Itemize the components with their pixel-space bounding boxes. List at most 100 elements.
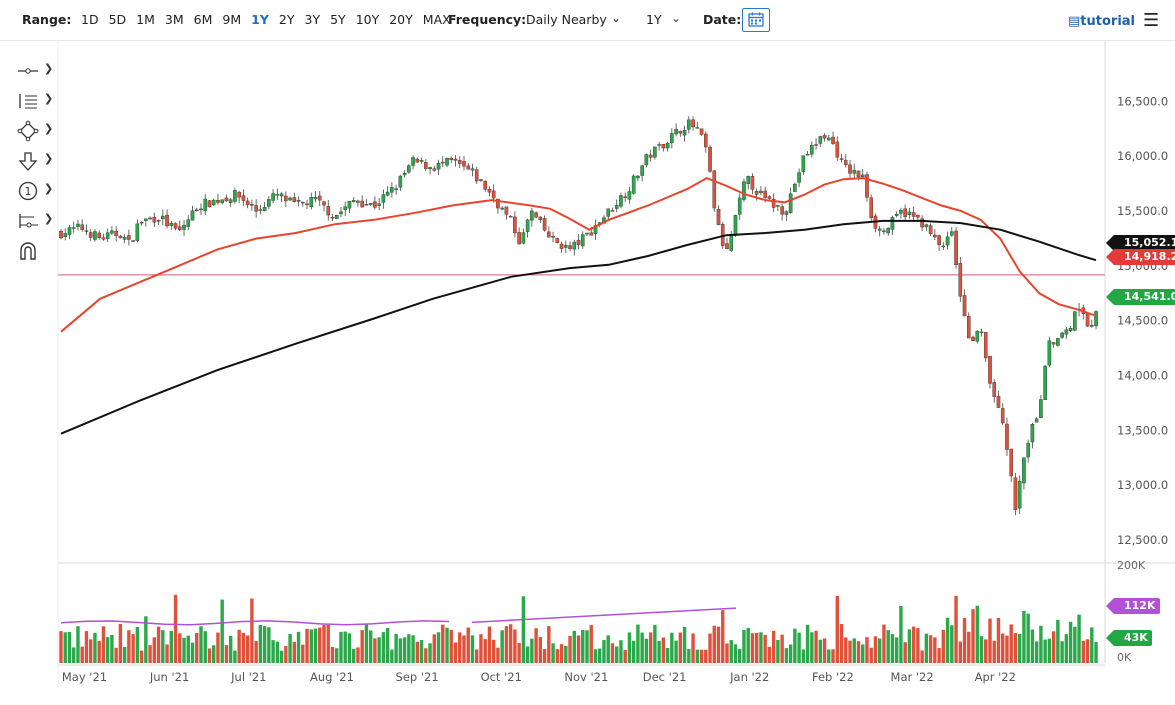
volume-bar (330, 646, 335, 663)
volume-bar (479, 634, 483, 663)
volume-bar (63, 632, 67, 663)
candle-body (148, 217, 152, 220)
candle-body (708, 147, 712, 172)
candle-body (945, 236, 950, 246)
volume-bar (1017, 633, 1022, 663)
volume-tag: 112K (1106, 598, 1160, 614)
period-dropdown[interactable]: 1Y (646, 12, 662, 27)
candle-body (466, 165, 471, 170)
volume-bar (351, 648, 356, 663)
arrow-tool-icon[interactable]: ❯ (14, 148, 58, 178)
candle-body (534, 212, 538, 218)
candle-body (767, 196, 772, 199)
volume-bar (152, 637, 157, 663)
volume-bar (614, 646, 619, 663)
volume-bar (996, 617, 1001, 663)
date-picker-button[interactable] (742, 8, 770, 32)
volume-bar (368, 630, 373, 663)
volume-bar (279, 650, 284, 663)
volume-bar (848, 640, 852, 663)
candle-body (547, 231, 551, 238)
volume-bar (139, 650, 144, 663)
volume-bar (275, 641, 280, 663)
candle-body (254, 205, 258, 212)
volume-bar (559, 644, 564, 663)
range-option-1m[interactable]: 1M (136, 12, 155, 27)
range-option-1d[interactable]: 1D (81, 12, 99, 27)
volume-bar (665, 648, 670, 663)
volume-bar (1005, 635, 1009, 663)
candle-body (852, 169, 857, 174)
volume-bar (852, 638, 856, 663)
range-option-5y[interactable]: 5Y (330, 12, 346, 27)
chevron-down-icon[interactable]: ⌄ (611, 11, 622, 25)
candle-body (640, 165, 644, 176)
line-tool-icon[interactable]: ❯ (14, 58, 58, 88)
x-tick-label: May '21 (62, 670, 107, 684)
chevron-down-icon[interactable]: ⌄ (671, 11, 682, 25)
volume-bar (156, 626, 161, 663)
candle-body (250, 204, 254, 206)
candle-body (1051, 342, 1056, 345)
volume-bar (173, 594, 178, 663)
volume-bar (521, 596, 526, 663)
candle-body (356, 200, 360, 203)
shape-tool-icon[interactable]: ❯ (14, 118, 58, 148)
candle-body (517, 232, 521, 245)
candle-body (190, 210, 195, 221)
range-option-6m[interactable]: 6M (193, 12, 213, 27)
volume-bar (118, 623, 123, 663)
candle-body (860, 174, 865, 178)
candle-body (716, 208, 721, 226)
volume-bar (343, 631, 347, 663)
volume-bar (894, 637, 899, 663)
candle-body (80, 224, 85, 230)
volume-bar (547, 626, 551, 663)
volume-bar (466, 627, 470, 663)
volume-bar (220, 599, 224, 663)
range-option-1y[interactable]: 1Y (251, 12, 269, 27)
tutorial-link[interactable]: ▤tutorial (1068, 14, 1136, 29)
x-tick-label: Jan '22 (729, 670, 769, 684)
volume-bar (1043, 639, 1047, 663)
volume-bar (475, 649, 479, 663)
volume-bar (101, 626, 106, 663)
candle-body (1009, 448, 1014, 477)
volume-bar (555, 649, 560, 663)
candle-body (776, 205, 780, 207)
volume-tag: 43K (1106, 630, 1152, 646)
volume-bar (844, 637, 848, 663)
volume-bar (296, 631, 301, 663)
candle-body (784, 211, 789, 215)
volume-bar (585, 630, 589, 663)
range-option-10y[interactable]: 10Y (355, 12, 380, 27)
range-option-9m[interactable]: 9M (222, 12, 242, 27)
volume-bar (712, 625, 716, 663)
magnet-tool-icon[interactable] (14, 238, 58, 268)
volume-bar (971, 609, 975, 663)
frequency-dropdown[interactable]: Daily Nearby (526, 12, 607, 27)
range-option-5d[interactable]: 5D (108, 12, 127, 27)
volume-bar (1094, 641, 1098, 663)
volume-bar (1056, 619, 1060, 663)
candle-body (653, 146, 657, 158)
price-chart[interactable]: 16,500.016,000.015,500.015,000.014,500.0… (0, 40, 1175, 705)
volume-bar (856, 641, 861, 663)
candle-body (568, 245, 572, 249)
volume-bar (941, 629, 946, 663)
measure-tool-icon[interactable]: ❯ (14, 208, 58, 238)
fibonacci-tool-icon[interactable]: ❯ (19, 92, 54, 109)
candle-body (623, 196, 627, 198)
range-option-3m[interactable]: 3M (164, 12, 184, 27)
price-tag: 15,052.1 (1105, 235, 1175, 251)
range-option-max[interactable]: MAX (422, 12, 451, 27)
range-option-20y[interactable]: 20Y (389, 12, 413, 27)
candle-body (1073, 311, 1077, 331)
hamburger-menu-icon[interactable]: ☰ (1143, 10, 1160, 31)
annotation-tool-icon[interactable]: 1 ❯ (14, 178, 58, 208)
range-option-3y[interactable]: 3Y (304, 12, 321, 27)
candle-body (958, 263, 963, 297)
candle-body (737, 197, 742, 215)
volume-bar (347, 633, 352, 663)
range-option-2y[interactable]: 2Y (278, 12, 295, 27)
